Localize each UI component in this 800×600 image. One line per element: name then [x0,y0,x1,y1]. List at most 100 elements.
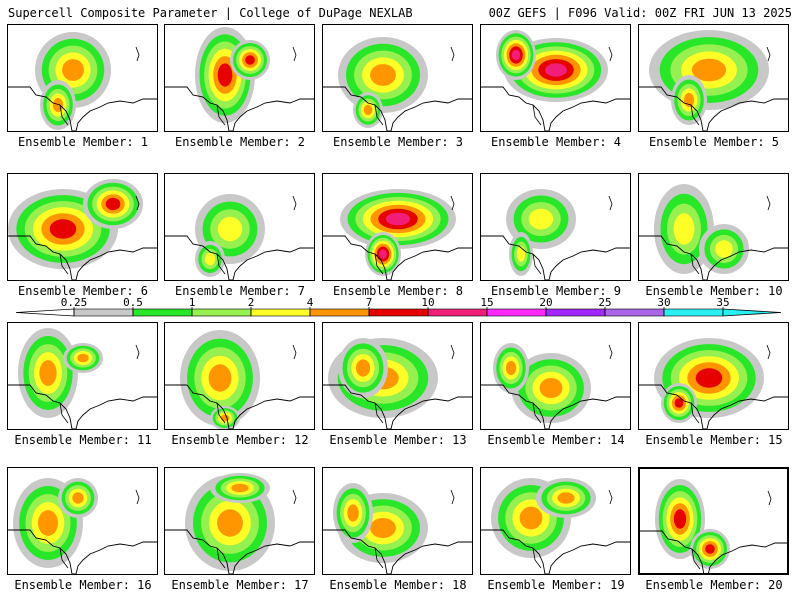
state-border [374,104,384,126]
scp-contour-7 [217,63,233,87]
scp-contour-4 [370,518,396,538]
member-9-field [481,189,630,280]
legend-swatch [427,308,488,317]
member-8-map [322,173,473,281]
legend-swatch [368,308,429,317]
scp-contour-4 [217,509,243,537]
member-20-map [638,467,789,575]
member-10-field [639,184,788,280]
coastline-border [481,384,630,429]
scp-contour-4 [347,504,359,522]
scp-contour-4 [52,97,64,113]
map-title: Supercell Composite Parameter | College … [8,6,413,20]
scp-contour-2 [528,208,554,230]
legend-swatch [663,308,724,317]
member-6-field [8,179,157,280]
legend-swatch [191,308,252,317]
member-13-caption: Ensemble Member: 13 [329,433,467,447]
member-8-field [323,189,472,280]
legend-tick-label: 15 [480,298,493,309]
member-16-field [8,478,157,574]
scp-contour-4 [691,58,727,82]
lake-outline [450,195,455,211]
scp-contour-10 [379,249,387,259]
member-17-map [164,467,315,575]
lake-outline [450,344,455,360]
state-border [59,253,69,275]
lake-outline [608,46,613,62]
lake-outline [292,195,297,211]
color-legend: 0.25 0.5 1 2 4 7 10 15 20 25 30 35 [15,298,782,317]
lake-outline [450,489,455,505]
member-14-caption: Ensemble Member: 14 [487,433,625,447]
member-7-caption: Ensemble Member: 7 [174,284,306,298]
scp-contour-4 [557,492,575,504]
member-7-field [165,194,314,280]
member-19-field [481,478,630,574]
scp-contour-4 [505,360,517,376]
member-1-caption: Ensemble Member: 1 [17,135,149,149]
coastline-border [8,384,157,429]
member-16-caption: Ensemble Member: 16 [14,578,152,592]
state-border [532,104,542,126]
member-2-map [164,24,315,132]
scp-contour-2 [715,240,733,258]
member-11-field [8,328,157,429]
coastline-border [165,529,314,574]
coastline-border [323,384,472,429]
lake-outline [766,46,771,62]
legend-tick-label: 7 [366,298,373,309]
scp-contour-7 [49,219,77,239]
member-4-caption: Ensemble Member: 4 [490,135,622,149]
state-border [59,547,69,569]
state-border [532,253,542,275]
member-9-caption: Ensemble Member: 9 [490,284,622,298]
legend-tick-label: 1 [189,298,196,309]
member-6-map [7,173,158,281]
member-15-caption: Ensemble Member: 15 [645,433,783,447]
state-border [216,253,226,275]
member-3-field [323,37,472,131]
state-border [690,253,700,275]
scp-contour-4 [38,510,58,536]
legend-high-arrow [722,308,782,317]
lake-outline [767,490,772,506]
scp-contour-4 [208,364,232,392]
scp-contour-2 [217,216,243,242]
scp-contour-4 [519,506,543,530]
lake-outline [135,344,140,360]
scp-contour-10 [545,63,567,77]
lake-outline [135,195,140,211]
member-12-map [164,322,315,430]
scp-contour-4 [370,64,396,86]
member-11-map [7,322,158,430]
scp-contour-4 [39,360,57,386]
legend-tick-label: 20 [539,298,552,309]
scp-contour-4 [539,378,563,398]
state-border [691,548,701,570]
coastline-border [165,235,314,280]
member-4-map [480,24,631,132]
member-1-map [7,24,158,132]
lake-outline [292,489,297,505]
legend-swatch [250,308,311,317]
coastline-border [481,529,630,574]
member-6-caption: Ensemble Member: 6 [17,284,149,298]
legend-tick-label: 30 [657,298,670,309]
scp-contour-4 [72,492,84,504]
member-5-field [639,30,788,131]
state-border [216,402,226,424]
state-border [532,547,542,569]
member-3-map [322,24,473,132]
legend-tick-label: 4 [307,298,314,309]
state-border [690,104,700,126]
member-2-caption: Ensemble Member: 2 [174,135,306,149]
member-19-caption: Ensemble Member: 19 [487,578,625,592]
member-14-field [481,343,630,429]
scp-contour-7 [705,544,715,554]
coastline-border [639,384,788,429]
scp-contour-4 [231,483,249,493]
coastline-border [639,86,788,131]
state-border [690,402,700,424]
member-5-caption: Ensemble Member: 5 [648,135,780,149]
